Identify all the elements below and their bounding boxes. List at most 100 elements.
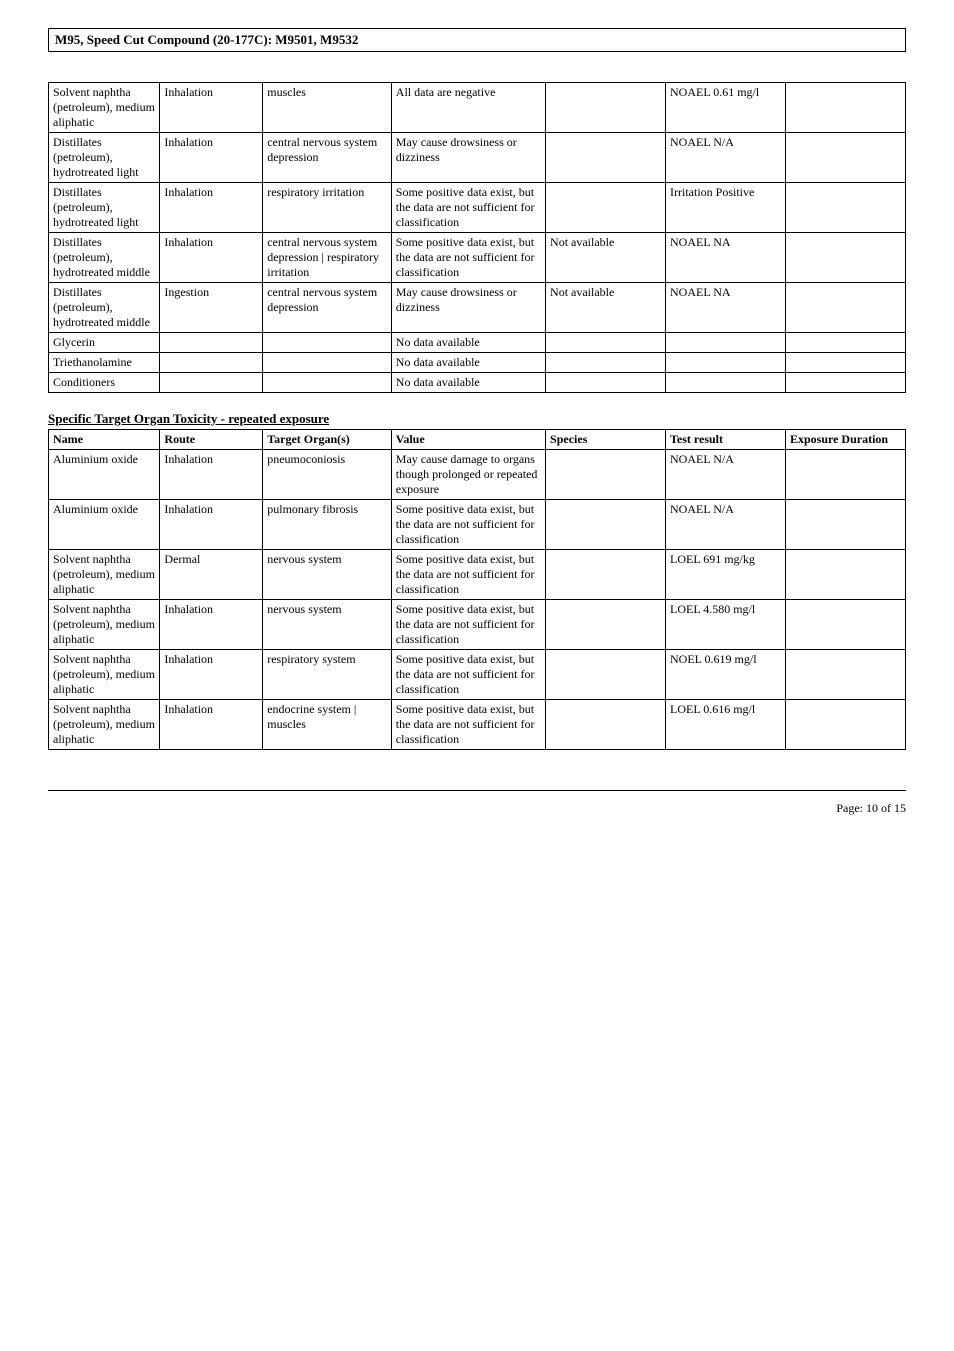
table-cell [160, 373, 263, 393]
table-cell [785, 373, 905, 393]
table-row: Distillates (petroleum), hydrotreated li… [49, 183, 906, 233]
table-cell [785, 333, 905, 353]
page-number: Page: 10 of 15 [48, 801, 906, 816]
table-row: Solvent naphtha (petroleum), medium alip… [49, 650, 906, 700]
table-row: GlycerinNo data available [49, 333, 906, 353]
table-cell: Inhalation [160, 650, 263, 700]
table-cell: Inhalation [160, 133, 263, 183]
table-cell [263, 373, 392, 393]
table-cell [546, 333, 666, 353]
table-cell [160, 333, 263, 353]
table-cell: Some positive data exist, but the data a… [391, 183, 545, 233]
column-header: Route [160, 430, 263, 450]
table-cell: No data available [391, 333, 545, 353]
table-cell: Aluminium oxide [49, 500, 160, 550]
table-cell: Conditioners [49, 373, 160, 393]
table-cell: May cause drowsiness or dizziness [391, 283, 545, 333]
column-header: Test result [666, 430, 786, 450]
table-cell: Solvent naphtha (petroleum), medium alip… [49, 550, 160, 600]
table-cell: All data are negative [391, 83, 545, 133]
column-header: Target Organ(s) [263, 430, 392, 450]
toxicity-table-1: Solvent naphtha (petroleum), medium alip… [48, 82, 906, 393]
table-cell [546, 600, 666, 650]
column-header: Exposure Duration [785, 430, 905, 450]
table-cell: Some positive data exist, but the data a… [391, 700, 545, 750]
table-cell: NOAEL N/A [666, 133, 786, 183]
table-cell [546, 450, 666, 500]
footer-divider [48, 790, 906, 791]
table-cell [785, 600, 905, 650]
table-cell: central nervous system depression [263, 133, 392, 183]
toxicity-table-2: NameRouteTarget Organ(s)ValueSpeciesTest… [48, 429, 906, 750]
table-cell: Not available [546, 283, 666, 333]
table-cell [785, 450, 905, 500]
table-cell [785, 183, 905, 233]
table-row: Distillates (petroleum), hydrotreated mi… [49, 233, 906, 283]
table-cell: Inhalation [160, 83, 263, 133]
table-cell: nervous system [263, 550, 392, 600]
table-cell: Solvent naphtha (petroleum), medium alip… [49, 650, 160, 700]
table-cell: Some positive data exist, but the data a… [391, 233, 545, 283]
table-cell [666, 373, 786, 393]
table-cell: Some positive data exist, but the data a… [391, 550, 545, 600]
table-cell: No data available [391, 353, 545, 373]
column-header: Name [49, 430, 160, 450]
table-row: Solvent naphtha (petroleum), medium alip… [49, 600, 906, 650]
table-cell [546, 133, 666, 183]
table-cell: endocrine system | muscles [263, 700, 392, 750]
table-cell: Solvent naphtha (petroleum), medium alip… [49, 600, 160, 650]
table-cell [160, 353, 263, 373]
table-cell: central nervous system depression | resp… [263, 233, 392, 283]
table-row: Solvent naphtha (petroleum), medium alip… [49, 700, 906, 750]
table-cell [546, 373, 666, 393]
table-cell [263, 333, 392, 353]
table-row: Conditioners No data available [49, 373, 906, 393]
table-cell: May cause drowsiness or dizziness [391, 133, 545, 183]
table-cell [546, 550, 666, 600]
table-cell: Distillates (petroleum), hydrotreated li… [49, 133, 160, 183]
table-row: Aluminium oxideInhalationpneumoconiosisM… [49, 450, 906, 500]
table-cell [666, 353, 786, 373]
table-cell: Irritation Positive [666, 183, 786, 233]
table-cell: Inhalation [160, 233, 263, 283]
table-cell: Aluminium oxide [49, 450, 160, 500]
table-cell: Some positive data exist, but the data a… [391, 600, 545, 650]
column-header: Species [546, 430, 666, 450]
section-heading: Specific Target Organ Toxicity - repeate… [48, 411, 906, 427]
table-cell: Dermal [160, 550, 263, 600]
table-cell: LOEL 4.580 mg/l [666, 600, 786, 650]
table-cell: LOEL 0.616 mg/l [666, 700, 786, 750]
table-cell [785, 283, 905, 333]
table-cell: pulmonary fibrosis [263, 500, 392, 550]
table-cell: May cause damage to organs though prolon… [391, 450, 545, 500]
table-cell: NOAEL N/A [666, 450, 786, 500]
table-cell: Not available [546, 233, 666, 283]
table-cell: nervous system [263, 600, 392, 650]
table-cell: respiratory irritation [263, 183, 392, 233]
table-cell [546, 500, 666, 550]
table-cell: Distillates (petroleum), hydrotreated mi… [49, 233, 160, 283]
table-cell [666, 333, 786, 353]
table-row: Triethanolamine No data available [49, 353, 906, 373]
table-cell [546, 183, 666, 233]
table-cell: NOAEL N/A [666, 500, 786, 550]
table-cell [263, 353, 392, 373]
table-row: Aluminium oxideInhalationpulmonary fibro… [49, 500, 906, 550]
table-cell: Inhalation [160, 700, 263, 750]
table-cell: Triethanolamine [49, 353, 160, 373]
table-cell [546, 700, 666, 750]
table-cell: Inhalation [160, 450, 263, 500]
table-cell: Some positive data exist, but the data a… [391, 650, 545, 700]
table-row: Solvent naphtha (petroleum), medium alip… [49, 83, 906, 133]
table-cell [785, 500, 905, 550]
table-cell: Inhalation [160, 500, 263, 550]
table-cell [785, 133, 905, 183]
table-cell [785, 233, 905, 283]
table-cell: respiratory system [263, 650, 392, 700]
table-cell: No data available [391, 373, 545, 393]
table-cell: Ingestion [160, 283, 263, 333]
table-cell: Inhalation [160, 183, 263, 233]
table-cell: Solvent naphtha (petroleum), medium alip… [49, 700, 160, 750]
table-cell: LOEL 691 mg/kg [666, 550, 786, 600]
table-cell: pneumoconiosis [263, 450, 392, 500]
